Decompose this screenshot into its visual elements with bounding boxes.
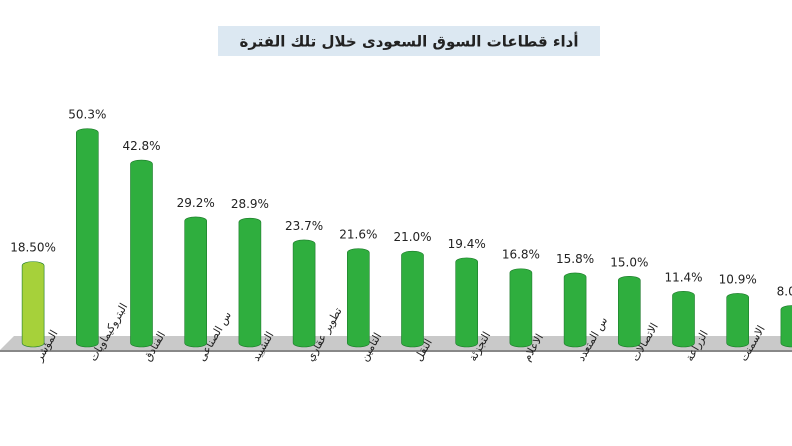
value-label: 11.4%: [664, 270, 702, 284]
value-label: 42.8%: [122, 139, 160, 153]
bar: [563, 272, 587, 348]
bar: [21, 261, 45, 348]
bar: [726, 293, 749, 348]
title-box: [218, 26, 600, 56]
value-label: 28.9%: [231, 197, 269, 211]
floor-edge: [0, 350, 792, 352]
bar: [509, 268, 533, 348]
value-label: 16.8%: [502, 248, 540, 262]
bar: [184, 216, 207, 348]
bar: [672, 291, 695, 348]
bar: [455, 257, 478, 348]
bar: [780, 305, 792, 348]
value-label: 10.9%: [719, 272, 757, 286]
bar: [618, 276, 641, 348]
bar: [347, 248, 370, 348]
value-label: 21.0%: [393, 230, 431, 244]
value-label: 29.2%: [177, 196, 215, 210]
value-label: 15.0%: [610, 255, 648, 269]
bar: [238, 217, 262, 348]
value-label: 21.6%: [339, 228, 377, 242]
value-label: 19.4%: [448, 237, 486, 251]
value-label: 18.50%: [10, 241, 56, 255]
chart-title: أداء قطاعات السوق السعودى خلال تلك الفتر…: [239, 32, 578, 51]
value-label: 50.3%: [68, 108, 106, 122]
bar: [76, 128, 99, 348]
bar: [292, 239, 316, 348]
bar: [130, 159, 153, 348]
value-label: 8.0%: [777, 285, 792, 299]
bar: [401, 250, 424, 348]
value-label: 15.8%: [556, 252, 594, 266]
value-label: 23.7%: [285, 219, 323, 233]
